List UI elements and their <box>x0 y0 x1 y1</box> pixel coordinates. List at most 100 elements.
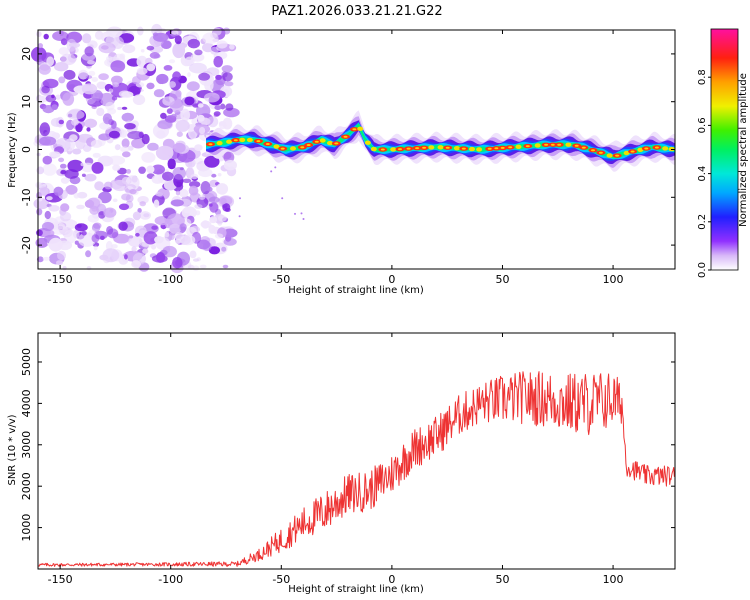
noise-blob <box>223 238 237 246</box>
noise-blob <box>127 131 144 140</box>
noise-blob <box>94 181 104 191</box>
noise-speck <box>294 212 296 215</box>
noise-blob <box>121 193 131 201</box>
noise-blob <box>96 107 105 117</box>
noise-blob <box>84 173 97 182</box>
snr-y-tick-label: 3000 <box>20 431 33 459</box>
noise-blob <box>111 75 123 85</box>
noise-blob <box>42 155 53 165</box>
noise-blob <box>46 196 53 201</box>
noise-blob <box>146 45 155 51</box>
noise-blob <box>193 258 199 262</box>
noise-blob <box>81 33 92 44</box>
noise-blob <box>103 181 113 190</box>
noise-blob <box>86 127 91 132</box>
colorbar-tick-label: 0.0 <box>697 262 708 278</box>
noise-blob <box>137 196 149 204</box>
noise-blob <box>208 203 213 207</box>
noise-blob <box>163 65 173 71</box>
noise-blob <box>176 131 183 137</box>
noise-blob <box>132 211 141 221</box>
noise-blob <box>172 71 182 81</box>
ridge-peak-core <box>644 147 649 150</box>
noise-blob <box>86 266 92 271</box>
noise-blob <box>225 103 234 111</box>
ridge-peak-core <box>233 139 238 142</box>
noise-blob <box>208 246 220 255</box>
noise-blob <box>202 32 219 44</box>
ridge-peak <box>226 139 233 144</box>
noise-blob <box>84 118 98 128</box>
noise-blob <box>215 74 223 80</box>
noise-blob <box>229 44 235 50</box>
noise-blob <box>37 43 44 49</box>
noise-blob <box>122 151 131 158</box>
noise-blob <box>67 159 84 173</box>
noise-blob <box>98 73 109 81</box>
noise-blob <box>162 245 178 258</box>
noise-blob <box>216 183 229 195</box>
noise-blob <box>98 42 116 54</box>
noise-blob <box>207 186 213 192</box>
snr-x-tick-label: -50 <box>272 573 290 586</box>
noise-blob <box>36 152 41 157</box>
colorbar-gradient <box>710 28 739 271</box>
noise-speck <box>238 215 241 218</box>
noise-blob <box>190 173 199 180</box>
ridge-peak <box>246 137 253 143</box>
noise-blob <box>183 208 192 214</box>
noise-blob <box>151 244 157 250</box>
noise-blob <box>48 205 60 212</box>
noise-blob <box>151 174 164 184</box>
noise-blob <box>217 173 222 177</box>
noise-blob <box>154 236 164 244</box>
noise-blob <box>220 197 227 205</box>
noise-blob <box>175 238 182 244</box>
ridge-peak-core <box>398 148 402 151</box>
noise-blob <box>112 198 118 203</box>
spectrogram-ridge-peaks <box>206 126 675 158</box>
noise-blob <box>218 121 225 126</box>
noise-blob <box>91 234 100 243</box>
colorbar-ticks: 0.0 0.2 0.4 0.6 0.8 <box>697 69 711 278</box>
ridge-peak <box>428 145 435 150</box>
noise-blob <box>100 235 105 240</box>
noise-blob <box>71 119 79 126</box>
noise-blob <box>126 169 131 174</box>
noise-blob <box>110 60 126 73</box>
noise-blob <box>120 146 130 153</box>
noise-blob <box>168 59 176 64</box>
noise-blob <box>186 81 200 92</box>
ridge-peak-core <box>461 147 466 150</box>
noise-blob <box>220 103 226 110</box>
noise-blob <box>171 30 179 35</box>
noise-blob <box>44 210 51 220</box>
ridge-peak-core <box>208 143 213 146</box>
noise-blob <box>121 138 130 148</box>
noise-blob <box>42 78 59 89</box>
noise-blob <box>66 109 85 120</box>
noise-blob <box>41 85 50 94</box>
ridge-peak-core <box>630 150 635 153</box>
noise-blob <box>51 104 58 111</box>
noise-blob <box>135 232 140 237</box>
snr-x-tick-label: 100 <box>603 573 624 586</box>
noise-blob <box>222 27 231 35</box>
noise-blob <box>124 254 128 260</box>
ridge-band <box>206 121 675 161</box>
spectrogram-x-tick-label: 50 <box>495 273 509 286</box>
noise-blob <box>224 81 234 87</box>
ridge-peak-core <box>314 140 319 143</box>
ridge-peak-core <box>494 147 499 150</box>
noise-blob <box>179 223 187 232</box>
ridge-peak <box>357 126 364 131</box>
noise-blob <box>143 231 158 245</box>
noise-blob <box>214 105 222 111</box>
noise-blob <box>198 195 206 200</box>
noise-blob <box>53 186 64 196</box>
spectrogram-y-ticks: -20 -10 0 10 20 <box>20 47 675 254</box>
noise-blob <box>209 216 218 224</box>
noise-blob <box>170 199 184 207</box>
noise-speck <box>270 170 273 173</box>
noise-blob <box>188 161 193 167</box>
